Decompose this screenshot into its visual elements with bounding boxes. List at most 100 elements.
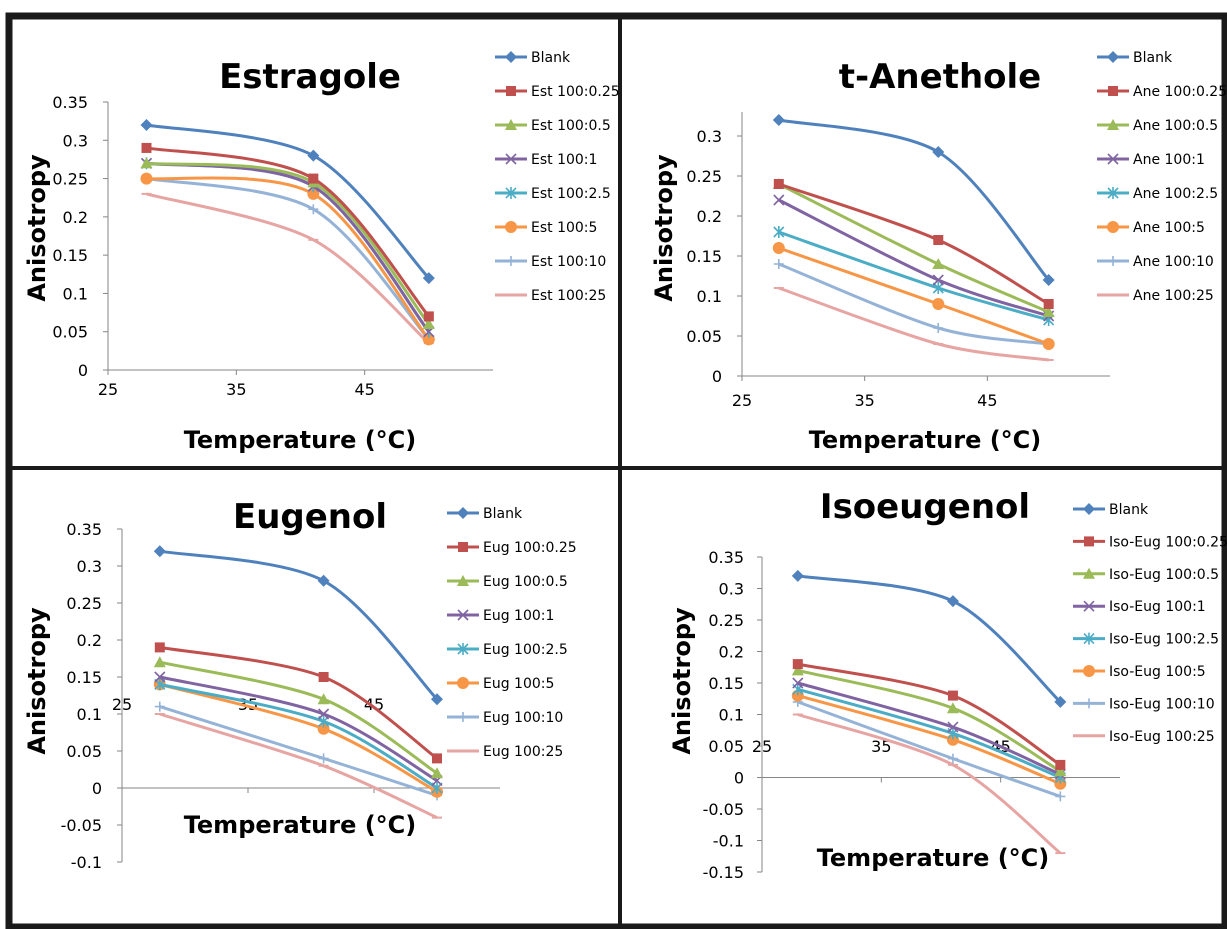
x-axis-title: Temperature (°C) xyxy=(184,811,417,839)
legend-marker xyxy=(1083,503,1095,515)
legend-marker xyxy=(505,119,517,130)
y-tick-label: 0.1 xyxy=(77,705,102,724)
legend-label: Ane 100:25 xyxy=(1133,288,1214,304)
series-group xyxy=(140,118,435,346)
y-tick-label: 0 xyxy=(78,361,88,380)
legend-label: Eug 100:1 xyxy=(483,608,554,624)
data-point xyxy=(1042,274,1055,286)
x-axis-title: Temperature (°C) xyxy=(809,426,1042,454)
legend-label: Est 100:1 xyxy=(531,152,597,168)
data-point xyxy=(932,298,945,310)
legend-item: Eug 100:1 xyxy=(447,608,554,624)
legend-label: Iso-Eug 100:0.25 xyxy=(1109,534,1227,550)
series-line xyxy=(797,574,1062,703)
data-point xyxy=(1055,759,1066,770)
legend-label: Est 100:0.5 xyxy=(531,118,611,134)
legend-label: Est 100:10 xyxy=(531,254,606,270)
series xyxy=(154,642,442,764)
y-tick-label: 0.15 xyxy=(66,668,102,687)
y-axis-title: Anisotropy xyxy=(650,154,678,302)
data-point xyxy=(307,149,320,162)
legend-item: Est 100:25 xyxy=(495,288,606,304)
y-tick-label: 0.35 xyxy=(52,93,88,112)
chart-title: t-Anethole xyxy=(839,57,1041,97)
x-axis-title: Temperature (°C) xyxy=(817,844,1050,872)
data-point xyxy=(1054,695,1067,708)
legend-label: Eug 100:5 xyxy=(483,676,554,692)
legend-item: Ane 100:1 xyxy=(1097,152,1205,168)
legend-item: Eug 100:2.5 xyxy=(447,642,568,658)
x-tick-label: 25 xyxy=(732,391,752,410)
data-point xyxy=(1054,765,1067,777)
chart-title: Estragole xyxy=(219,57,401,97)
data-point xyxy=(933,235,944,245)
legend-label: Ane 100:5 xyxy=(1133,220,1205,236)
y-tick-label: 0.2 xyxy=(719,643,744,662)
x-tick-label: 25 xyxy=(752,737,772,756)
data-point xyxy=(932,258,945,269)
y-tick-label: 0.25 xyxy=(686,167,722,186)
y-axis-title: Anisotropy xyxy=(23,607,51,755)
legend-label: Iso-Eug 100:25 xyxy=(1109,729,1215,745)
data-point xyxy=(422,333,435,346)
legend-marker xyxy=(1108,86,1118,96)
legend-label: Est 100:2.5 xyxy=(531,186,611,202)
series-line xyxy=(778,198,1050,318)
data-point xyxy=(947,721,959,733)
legend-label: Eug 100:10 xyxy=(483,710,563,726)
legend-item: Eug 100:5 xyxy=(447,676,554,692)
series xyxy=(792,713,1066,855)
y-tick-label: 0.1 xyxy=(697,287,722,306)
legend-item: Iso-Eug 100:5 xyxy=(1073,664,1206,680)
legend-marker xyxy=(457,677,469,689)
y-tick-label: 0.35 xyxy=(66,520,102,539)
series xyxy=(772,242,1055,350)
data-point xyxy=(317,574,330,587)
legend-label: Iso-Eug 100:5 xyxy=(1109,664,1206,680)
series xyxy=(154,678,443,794)
data-point xyxy=(772,114,785,126)
y-axis-title: Anisotropy xyxy=(23,154,51,302)
data-point xyxy=(773,226,785,238)
data-point xyxy=(1043,299,1054,309)
legend-marker xyxy=(1083,567,1095,579)
x-tick-label: 25 xyxy=(112,695,132,714)
legend-marker xyxy=(457,609,469,621)
legend-label: Est 100:5 xyxy=(531,220,597,236)
legend-marker xyxy=(1084,536,1094,547)
legend-item: Iso-Eug 100:25 xyxy=(1073,729,1215,745)
data-point xyxy=(308,173,319,184)
legend-item: Est 100:0.25 xyxy=(495,84,620,100)
legend-item: Ane 100:10 xyxy=(1097,254,1214,270)
x-axis-title: Temperature (°C) xyxy=(184,426,417,454)
data-point xyxy=(1042,306,1055,317)
legend-marker xyxy=(1084,698,1094,709)
data-point xyxy=(423,311,434,322)
legend-label: Ane 100:2.5 xyxy=(1133,186,1218,202)
data-point xyxy=(318,708,330,720)
y-axis-title: Anisotropy xyxy=(668,607,696,755)
data-point xyxy=(932,274,944,286)
y-tick-label: 0 xyxy=(712,367,722,386)
series-group xyxy=(772,114,1055,362)
legend-label: Blank xyxy=(483,506,523,522)
y-tick-label: 0.05 xyxy=(66,742,102,761)
legend-label: Ane 100:0.5 xyxy=(1133,118,1218,134)
legend-marker xyxy=(1108,256,1118,266)
legend: Blank Iso-Eug 100:0.25 Iso-Eug 100:0.5 Iso-… xyxy=(1073,502,1227,745)
legend-item: Eug 100:25 xyxy=(447,744,563,760)
legend: Blank Ane 100:0.25 Ane 100:0.5 Ane 100:1 Ane… xyxy=(1097,50,1227,304)
series xyxy=(792,659,1066,770)
legend-marker xyxy=(1083,632,1095,645)
legend-label: Eug 100:2.5 xyxy=(483,642,568,658)
data-point xyxy=(772,242,785,254)
y-tick-label: 0 xyxy=(734,769,744,788)
data-point xyxy=(773,194,785,206)
series xyxy=(791,664,1067,777)
legend-item: Iso-Eug 100:1 xyxy=(1073,599,1206,615)
legend: Blank Est 100:0.25 Est 100:0.5 Est 100:1 Est… xyxy=(495,50,620,304)
legend-marker xyxy=(457,507,469,519)
legend-item: Iso-Eug 100:2.5 xyxy=(1073,632,1219,648)
legend-marker xyxy=(458,712,468,722)
